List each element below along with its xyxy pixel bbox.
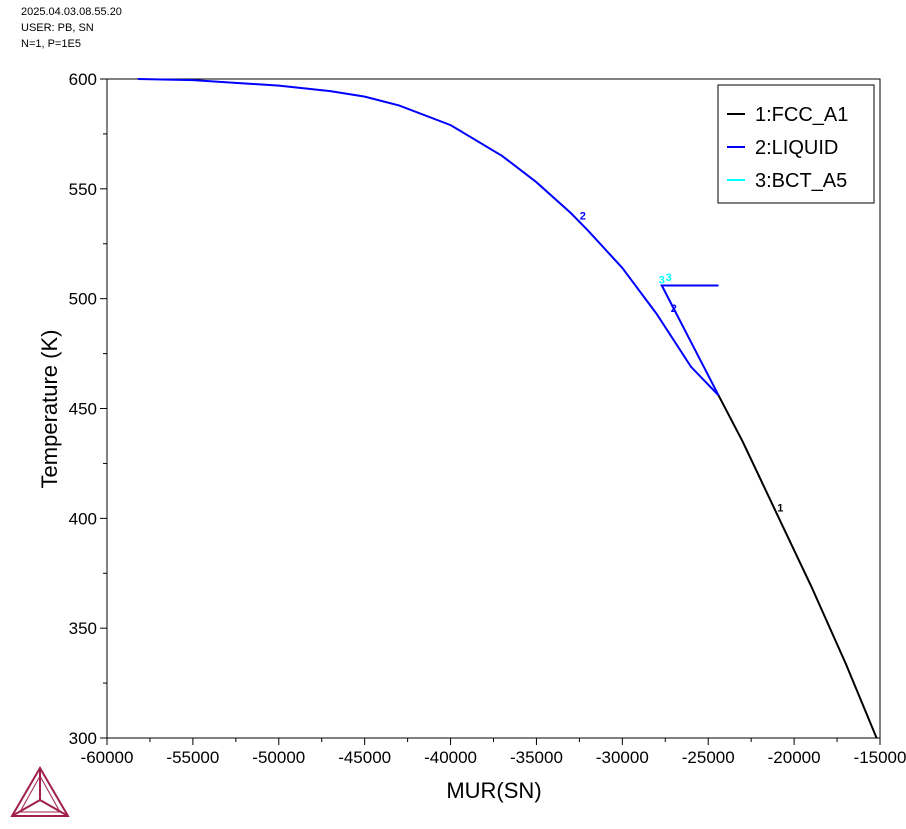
header-timestamp: 2025.04.03.08.55.20 xyxy=(21,6,122,18)
y-tick-label: 450 xyxy=(69,400,97,419)
x-tick-label: -45000 xyxy=(338,748,391,767)
x-tick-label: -25000 xyxy=(682,748,735,767)
header-user: USER: PB, SN xyxy=(21,22,94,34)
y-tick-label: 300 xyxy=(69,729,97,748)
series-line-2 xyxy=(660,284,720,396)
y-tick-label: 550 xyxy=(69,180,97,199)
x-axis-ticks: -60000 -55000 -50000 -45000 -40000 -35000 -300… xyxy=(81,738,906,767)
legend-entry: 3:BCT_A5 xyxy=(755,170,847,192)
x-axis-title: MUR(SN) xyxy=(446,778,541,803)
x-tick-label: -40000 xyxy=(424,748,477,767)
legend-box xyxy=(717,84,875,204)
series-line-0 xyxy=(717,394,878,739)
x-tick-label: -35000 xyxy=(510,748,563,767)
x-tick-label: -60000 xyxy=(81,748,134,767)
curve-label: 2 xyxy=(580,211,586,223)
legend-entry: 1:FCC_A1 xyxy=(755,104,848,126)
curves-layer xyxy=(137,78,878,739)
x-tick-label: -20000 xyxy=(768,748,821,767)
legend-entry: 2:LIQUID xyxy=(755,137,838,159)
curve-label: 1 xyxy=(777,503,783,515)
y-tick-label: 600 xyxy=(69,70,97,89)
x-tick-label: -50000 xyxy=(252,748,305,767)
calculation-header: 2025.04.03.08.55.20 USER: PB, SN N=1, P=… xyxy=(21,4,122,52)
series-line-1 xyxy=(137,78,720,396)
curve-labels-layer: 2 2 3 3 1 xyxy=(580,211,784,515)
x-tick-label: -15000 xyxy=(854,748,906,767)
header-conditions: N=1, P=1E5 xyxy=(21,38,81,50)
y-tick-label: 350 xyxy=(69,619,97,638)
y-axis-ticks: 300 350 400 450 500 550 600 xyxy=(69,70,107,748)
y-tick-label: 400 xyxy=(69,509,97,528)
x-tick-label: -55000 xyxy=(166,748,219,767)
legend: 1:FCC_A1 2:LIQUID 3:BCT_A5 xyxy=(717,84,875,204)
curve-label: 3 xyxy=(659,274,665,286)
curve-label: 3 xyxy=(666,272,672,284)
y-tick-label: 500 xyxy=(69,290,97,309)
thermocalc-logo-icon xyxy=(10,766,70,817)
x-tick-label: -30000 xyxy=(596,748,649,767)
y-axis-title: Temperature (K) xyxy=(37,330,62,489)
curve-label: 2 xyxy=(671,303,677,315)
